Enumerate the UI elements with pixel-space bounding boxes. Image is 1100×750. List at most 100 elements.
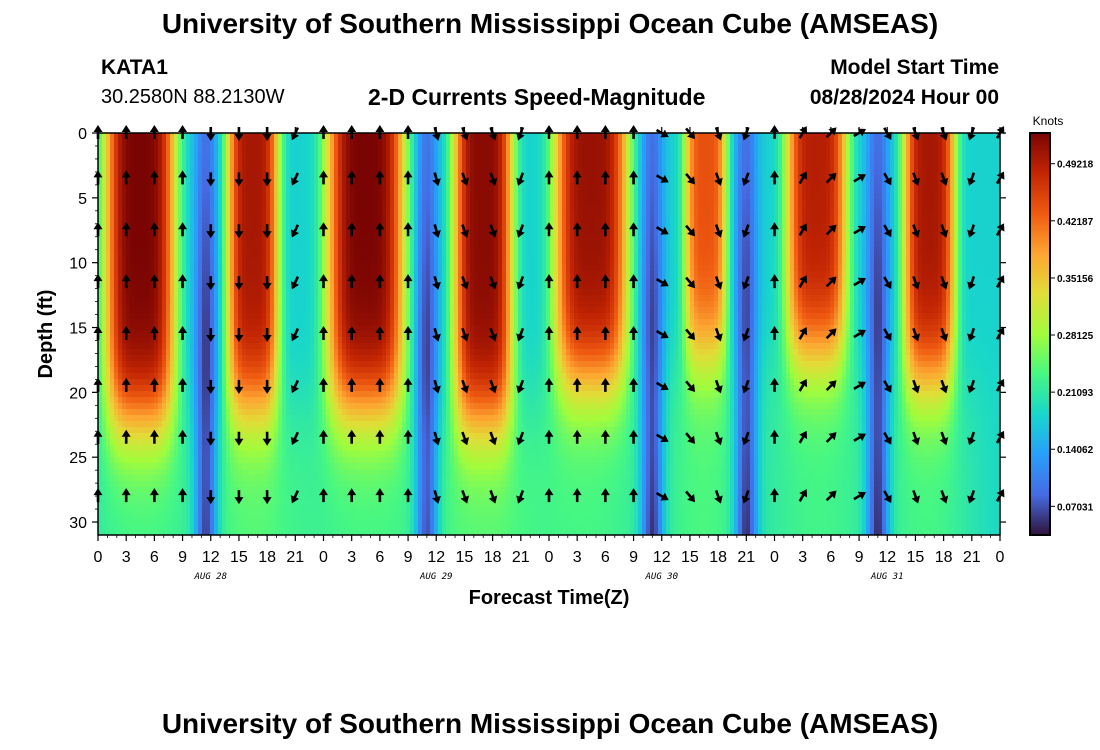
heatmap-cell bbox=[978, 247, 983, 254]
heatmap-cell bbox=[330, 163, 335, 170]
heatmap-cell bbox=[378, 211, 383, 218]
heatmap-cell bbox=[422, 181, 427, 188]
heatmap-cell bbox=[122, 241, 127, 248]
heatmap-cell bbox=[986, 253, 991, 260]
heatmap-cell bbox=[398, 187, 403, 194]
heatmap-cell bbox=[162, 229, 167, 236]
heatmap-cell bbox=[142, 199, 147, 206]
heatmap-cell bbox=[706, 235, 711, 242]
heatmap-cell bbox=[398, 139, 403, 146]
heatmap-cell bbox=[182, 181, 187, 188]
heatmap-cell bbox=[514, 175, 519, 182]
heatmap-cell bbox=[750, 175, 755, 182]
heatmap-cell bbox=[558, 139, 563, 146]
heatmap-cell bbox=[826, 169, 831, 176]
heatmap-cell bbox=[814, 211, 819, 218]
heatmap-cell bbox=[658, 151, 663, 158]
heatmap-cell bbox=[674, 259, 679, 266]
heatmap-cell bbox=[834, 247, 839, 254]
heatmap-cell bbox=[714, 211, 719, 218]
heatmap-cell bbox=[402, 259, 407, 266]
heatmap-cell bbox=[850, 205, 855, 212]
heatmap-cell bbox=[938, 247, 943, 254]
heatmap-cell bbox=[122, 205, 127, 212]
heatmap-cell bbox=[566, 235, 571, 242]
heatmap-cell bbox=[598, 205, 603, 212]
heatmap-cell bbox=[366, 217, 371, 224]
heatmap-cell bbox=[386, 169, 391, 176]
heatmap-cell bbox=[122, 163, 127, 170]
heatmap-cell bbox=[150, 205, 155, 212]
heatmap-cell bbox=[974, 229, 979, 236]
heatmap-cell bbox=[794, 175, 799, 182]
heatmap-cell bbox=[470, 211, 475, 218]
heatmap-cell bbox=[238, 163, 243, 170]
heatmap-cell bbox=[366, 169, 371, 176]
heatmap-cell bbox=[234, 139, 239, 146]
heatmap-cell bbox=[426, 175, 431, 182]
heatmap-cell bbox=[770, 157, 775, 164]
heatmap-cell bbox=[778, 259, 783, 266]
heatmap-cell bbox=[738, 229, 743, 236]
heatmap-cell bbox=[990, 223, 995, 230]
heatmap-cell bbox=[210, 247, 215, 254]
heatmap-cell bbox=[670, 151, 675, 158]
heatmap-cell bbox=[614, 151, 619, 158]
heatmap-cell bbox=[190, 139, 195, 146]
heatmap-cell bbox=[186, 133, 191, 140]
heatmap-cell bbox=[398, 247, 403, 254]
heatmap-cell bbox=[550, 187, 555, 194]
heatmap-cell bbox=[598, 187, 603, 194]
heatmap-cell bbox=[866, 139, 871, 146]
heatmap-cell bbox=[326, 223, 331, 230]
heatmap-cell bbox=[610, 235, 615, 242]
heatmap-cell bbox=[814, 199, 819, 206]
heatmap-cell bbox=[514, 205, 519, 212]
heatmap-cell bbox=[686, 253, 691, 260]
heatmap-cell bbox=[550, 133, 555, 140]
heatmap-cell bbox=[146, 235, 151, 242]
heatmap-cell bbox=[974, 139, 979, 146]
heatmap-cell bbox=[626, 253, 631, 260]
heatmap-cell bbox=[358, 151, 363, 158]
heatmap-cell bbox=[586, 217, 591, 224]
heatmap-cell bbox=[370, 199, 375, 206]
heatmap-cell bbox=[754, 175, 759, 182]
heatmap-cell bbox=[154, 169, 159, 176]
heatmap-cell bbox=[170, 229, 175, 236]
heatmap-cell bbox=[778, 151, 783, 158]
heatmap-cell bbox=[254, 199, 259, 206]
heatmap-cell bbox=[250, 181, 255, 188]
heatmap-cell bbox=[554, 175, 559, 182]
heatmap-cell bbox=[246, 241, 251, 248]
heatmap-cell bbox=[890, 145, 895, 152]
heatmap-cell bbox=[194, 235, 199, 242]
heatmap-cell bbox=[966, 157, 971, 164]
heatmap-cell bbox=[686, 187, 691, 194]
heatmap-cell bbox=[314, 217, 319, 224]
heatmap-cell bbox=[570, 157, 575, 164]
heatmap-cell bbox=[190, 247, 195, 254]
heatmap-cell bbox=[198, 247, 203, 254]
heatmap-cell bbox=[298, 139, 303, 146]
heatmap-cell bbox=[206, 163, 211, 170]
heatmap-cell bbox=[742, 169, 747, 176]
heatmap-cell bbox=[962, 199, 967, 206]
heatmap-cell bbox=[166, 133, 171, 140]
heatmap-cell bbox=[978, 205, 983, 212]
heatmap-cell bbox=[906, 241, 911, 248]
heatmap-cell bbox=[310, 163, 315, 170]
heatmap-cell bbox=[170, 193, 175, 200]
heatmap-cell bbox=[142, 175, 147, 182]
heatmap-cell bbox=[158, 163, 163, 170]
heatmap-cell bbox=[414, 229, 419, 236]
heatmap-cell bbox=[754, 187, 759, 194]
heatmap-cell bbox=[794, 217, 799, 224]
heatmap-cell bbox=[838, 199, 843, 206]
heatmap-cell bbox=[882, 151, 887, 158]
heatmap-cell bbox=[758, 133, 763, 140]
heatmap-cell bbox=[254, 205, 259, 212]
heatmap-cell bbox=[246, 163, 251, 170]
heatmap-cell bbox=[978, 157, 983, 164]
